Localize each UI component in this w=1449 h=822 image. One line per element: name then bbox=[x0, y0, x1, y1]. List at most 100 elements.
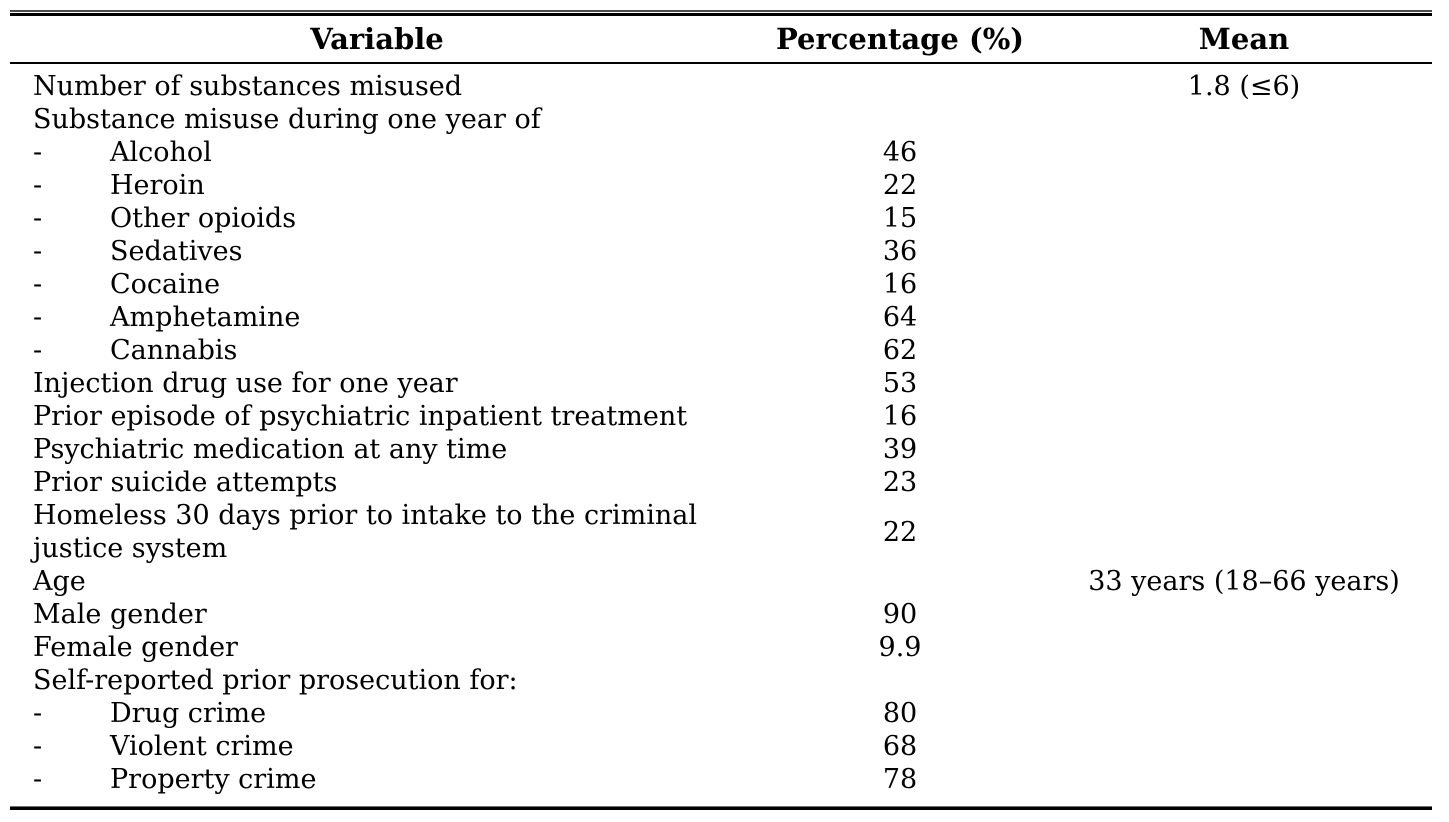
table-row: - Amphetamine 64 bbox=[10, 301, 1432, 334]
variable-cell: Substance misuse during one year of bbox=[33, 104, 541, 135]
mean-cell: 33 years (18–66 years) bbox=[1088, 566, 1400, 597]
table-row: Number of substances misused 1.8 (≤6) bbox=[10, 70, 1432, 103]
percentage-cell: 80 bbox=[882, 698, 918, 729]
descriptives-table: Variable Percentage (%) Mean Number of s… bbox=[10, 10, 1432, 810]
percentage-cell: 9.9 bbox=[878, 632, 922, 663]
table-row: - Cannabis 62 bbox=[10, 334, 1432, 367]
variable-cell: - Cannabis bbox=[10, 334, 744, 367]
variable-cell: - Other opioids bbox=[10, 202, 744, 235]
variable-label: Amphetamine bbox=[110, 302, 301, 333]
variable-cell: - Alcohol bbox=[10, 136, 744, 169]
mean-cell bbox=[1056, 235, 1432, 268]
variable-cell: - Property crime bbox=[10, 763, 744, 796]
table-row: Prior episode of psychiatric inpatient t… bbox=[10, 400, 1432, 433]
table-row: - Heroin 22 bbox=[10, 169, 1432, 202]
variable-cell: Self-reported prior prosecution for: bbox=[33, 665, 518, 696]
variable-cell: Female gender bbox=[33, 632, 238, 663]
percentage-cell bbox=[744, 565, 1056, 598]
column-header-percentage: Percentage (%) bbox=[776, 22, 1024, 56]
variable-label: Property crime bbox=[110, 764, 317, 795]
mean-cell bbox=[1056, 301, 1432, 334]
variable-label: Drug crime bbox=[110, 698, 267, 729]
list-dash: - bbox=[33, 302, 43, 333]
percentage-cell: 68 bbox=[882, 731, 918, 762]
list-dash: - bbox=[33, 269, 43, 300]
mean-cell bbox=[1056, 664, 1432, 697]
variable-cell: - Cocaine bbox=[10, 268, 744, 301]
list-dash: - bbox=[33, 335, 43, 366]
variable-label: Cannabis bbox=[110, 335, 238, 366]
variable-cell: Prior episode of psychiatric inpatient t… bbox=[33, 401, 688, 432]
mean-cell bbox=[1056, 730, 1432, 763]
table-row: Male gender 90 bbox=[10, 598, 1432, 631]
percentage-cell bbox=[744, 103, 1056, 136]
percentage-cell: 16 bbox=[882, 401, 918, 432]
mean-cell: 1.8 (≤6) bbox=[1187, 71, 1301, 102]
percentage-cell bbox=[744, 70, 1056, 103]
variable-label: Violent crime bbox=[110, 731, 294, 762]
variable-cell: Male gender bbox=[33, 599, 207, 630]
variable-cell: - Amphetamine bbox=[10, 301, 744, 334]
list-dash: - bbox=[33, 764, 43, 795]
percentage-cell: 39 bbox=[882, 434, 918, 465]
list-dash: - bbox=[33, 170, 43, 201]
table-header-row: Variable Percentage (%) Mean bbox=[10, 16, 1432, 62]
variable-cell: - Violent crime bbox=[10, 730, 744, 763]
column-header-variable: Variable bbox=[310, 22, 444, 56]
mean-cell bbox=[1056, 202, 1432, 235]
mean-cell bbox=[1056, 103, 1432, 136]
mean-cell bbox=[1056, 367, 1432, 400]
table-row: - Violent crime 68 bbox=[10, 730, 1432, 763]
percentage-cell: 36 bbox=[882, 236, 918, 267]
table-row: - Sedatives 36 bbox=[10, 235, 1432, 268]
mean-cell bbox=[1056, 466, 1432, 499]
list-dash: - bbox=[33, 236, 43, 267]
percentage-cell: 78 bbox=[882, 764, 918, 795]
table-top-rule-thick bbox=[10, 13, 1432, 16]
mean-cell bbox=[1056, 598, 1432, 631]
variable-label: Cocaine bbox=[110, 269, 221, 300]
table-row: Homeless 30 days prior to intake to the … bbox=[10, 499, 1432, 565]
table-row: Substance misuse during one year of bbox=[10, 103, 1432, 136]
variable-label: Alcohol bbox=[110, 137, 212, 168]
table-row: - Alcohol 46 bbox=[10, 136, 1432, 169]
list-dash: - bbox=[33, 698, 43, 729]
variable-cell: - Heroin bbox=[10, 169, 744, 202]
table-bottom-rule bbox=[10, 807, 1432, 810]
mean-cell bbox=[1056, 763, 1432, 796]
list-dash: - bbox=[33, 137, 43, 168]
variable-cell: - Drug crime bbox=[10, 697, 744, 730]
percentage-cell: 22 bbox=[882, 516, 918, 548]
column-header-mean: Mean bbox=[1198, 22, 1290, 56]
variable-cell: - Sedatives bbox=[10, 235, 744, 268]
percentage-cell: 23 bbox=[882, 467, 918, 498]
variable-cell: Number of substances misused bbox=[33, 71, 463, 102]
mean-cell bbox=[1056, 400, 1432, 433]
variable-cell: Psychiatric medication at any time bbox=[33, 434, 508, 465]
table-top-rule-thin bbox=[10, 10, 1432, 12]
table-row: - Cocaine 16 bbox=[10, 268, 1432, 301]
table-row: - Drug crime 80 bbox=[10, 697, 1432, 730]
mean-cell bbox=[1056, 268, 1432, 301]
header-separator-rule bbox=[10, 62, 1432, 64]
variable-label: Sedatives bbox=[110, 236, 243, 267]
list-dash: - bbox=[33, 203, 43, 234]
mean-cell bbox=[1056, 136, 1432, 169]
mean-cell bbox=[1056, 433, 1432, 466]
table-row: Psychiatric medication at any time 39 bbox=[10, 433, 1432, 466]
list-dash: - bbox=[33, 731, 43, 762]
mean-cell bbox=[1056, 499, 1432, 565]
percentage-cell bbox=[744, 664, 1056, 697]
percentage-cell: 22 bbox=[882, 170, 918, 201]
table-bottom-rule-edge bbox=[10, 806, 1432, 807]
mean-cell bbox=[1056, 334, 1432, 367]
percentage-cell: 90 bbox=[882, 599, 918, 630]
table-row: - Property crime 78 bbox=[10, 763, 1432, 796]
variable-label: Other opioids bbox=[110, 203, 297, 234]
variable-label: Heroin bbox=[110, 170, 205, 201]
table-row: Age 33 years (18–66 years) bbox=[10, 565, 1432, 598]
table-row: Female gender 9.9 bbox=[10, 631, 1432, 664]
table-row: Injection drug use for one year 53 bbox=[10, 367, 1432, 400]
variable-cell: Injection drug use for one year bbox=[33, 368, 458, 399]
